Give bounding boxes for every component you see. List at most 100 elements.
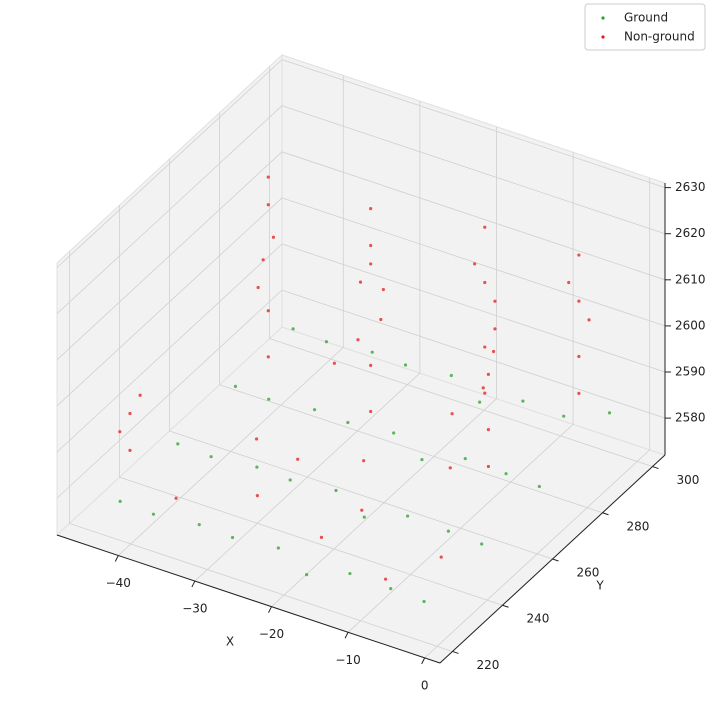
point bbox=[362, 459, 366, 463]
x-tick-label: 0 bbox=[421, 678, 429, 692]
point bbox=[537, 484, 541, 489]
point bbox=[138, 393, 142, 397]
point bbox=[266, 203, 270, 207]
point bbox=[369, 409, 373, 414]
point bbox=[493, 299, 497, 303]
point bbox=[504, 472, 508, 476]
point bbox=[288, 478, 292, 482]
point bbox=[319, 535, 324, 540]
point bbox=[174, 496, 178, 500]
z-tick-label: 2620 bbox=[675, 226, 706, 240]
point bbox=[577, 354, 581, 359]
point bbox=[128, 448, 132, 452]
point bbox=[369, 243, 373, 248]
x-tick-label: −20 bbox=[259, 627, 284, 641]
point bbox=[379, 317, 383, 322]
point bbox=[483, 280, 487, 285]
grid-line bbox=[269, 338, 653, 467]
point bbox=[403, 363, 408, 367]
legend-marker bbox=[601, 16, 605, 20]
grid-line bbox=[281, 197, 666, 327]
point bbox=[422, 599, 426, 604]
point bbox=[389, 587, 393, 591]
point bbox=[346, 420, 350, 425]
y-tick-label: 280 bbox=[627, 519, 650, 533]
point bbox=[587, 318, 591, 322]
tick-mark bbox=[114, 555, 119, 562]
point bbox=[486, 372, 490, 376]
point bbox=[562, 414, 566, 418]
point bbox=[486, 464, 490, 469]
grid-line bbox=[281, 151, 666, 281]
point bbox=[356, 338, 360, 342]
y-tick-label: 240 bbox=[527, 612, 550, 626]
grid-line bbox=[56, 105, 283, 315]
grid-line bbox=[56, 151, 283, 361]
point bbox=[478, 400, 482, 404]
point bbox=[266, 175, 270, 179]
point bbox=[577, 299, 581, 303]
tick-mark bbox=[344, 632, 349, 639]
point bbox=[473, 262, 477, 266]
point bbox=[369, 206, 373, 211]
y-axis-label: Y bbox=[595, 579, 604, 593]
point bbox=[334, 488, 338, 493]
point bbox=[358, 280, 363, 284]
tick-mark bbox=[552, 558, 559, 562]
point bbox=[255, 494, 259, 498]
point bbox=[567, 280, 571, 285]
point bbox=[483, 345, 487, 349]
grid-line bbox=[281, 105, 666, 235]
y-tick-label: 300 bbox=[677, 473, 700, 487]
panes: −40 −30 −20 −10 0 220 240 260 280 300 2580 2590 2600… bbox=[56, 53, 706, 692]
grid-line bbox=[56, 243, 283, 453]
legend: Ground Non-ground bbox=[584, 3, 706, 51]
point bbox=[483, 391, 487, 395]
grid-line bbox=[119, 476, 503, 606]
grid-line bbox=[56, 59, 283, 268]
legend-marker bbox=[601, 35, 605, 39]
tick-mark bbox=[268, 606, 272, 613]
point bbox=[296, 457, 300, 461]
point bbox=[332, 361, 336, 365]
point bbox=[197, 523, 201, 527]
grid-line bbox=[281, 59, 666, 188]
point bbox=[230, 535, 235, 540]
grid-line bbox=[219, 384, 603, 514]
point bbox=[383, 577, 388, 581]
point bbox=[151, 512, 156, 516]
legend-box bbox=[584, 3, 706, 51]
grid-line bbox=[281, 243, 666, 373]
x-axis-label: X bbox=[226, 635, 234, 649]
grid-line bbox=[56, 289, 283, 499]
point bbox=[209, 455, 213, 459]
x-tick-label: −10 bbox=[335, 653, 360, 667]
point bbox=[449, 373, 453, 378]
y-tick-label: 220 bbox=[477, 658, 500, 672]
point bbox=[481, 386, 485, 390]
point bbox=[233, 384, 238, 388]
point bbox=[261, 258, 265, 262]
point bbox=[370, 350, 374, 354]
x-axis-line bbox=[56, 534, 441, 664]
legend-label: Ground bbox=[624, 11, 668, 25]
point bbox=[276, 546, 280, 550]
point bbox=[577, 253, 581, 257]
point bbox=[128, 411, 132, 416]
point bbox=[446, 529, 450, 533]
z-tick-label: 2590 bbox=[675, 365, 706, 379]
point bbox=[439, 555, 443, 559]
point bbox=[305, 572, 309, 577]
tick-mark bbox=[502, 604, 509, 608]
point bbox=[521, 399, 525, 403]
grid-line bbox=[281, 289, 666, 419]
point bbox=[362, 515, 366, 519]
point bbox=[369, 262, 373, 266]
point bbox=[463, 456, 467, 461]
z-tick-label: 2580 bbox=[675, 411, 706, 425]
point bbox=[118, 430, 122, 434]
point bbox=[271, 235, 276, 239]
grid-line bbox=[69, 523, 453, 652]
point bbox=[491, 349, 496, 354]
point bbox=[450, 412, 454, 416]
